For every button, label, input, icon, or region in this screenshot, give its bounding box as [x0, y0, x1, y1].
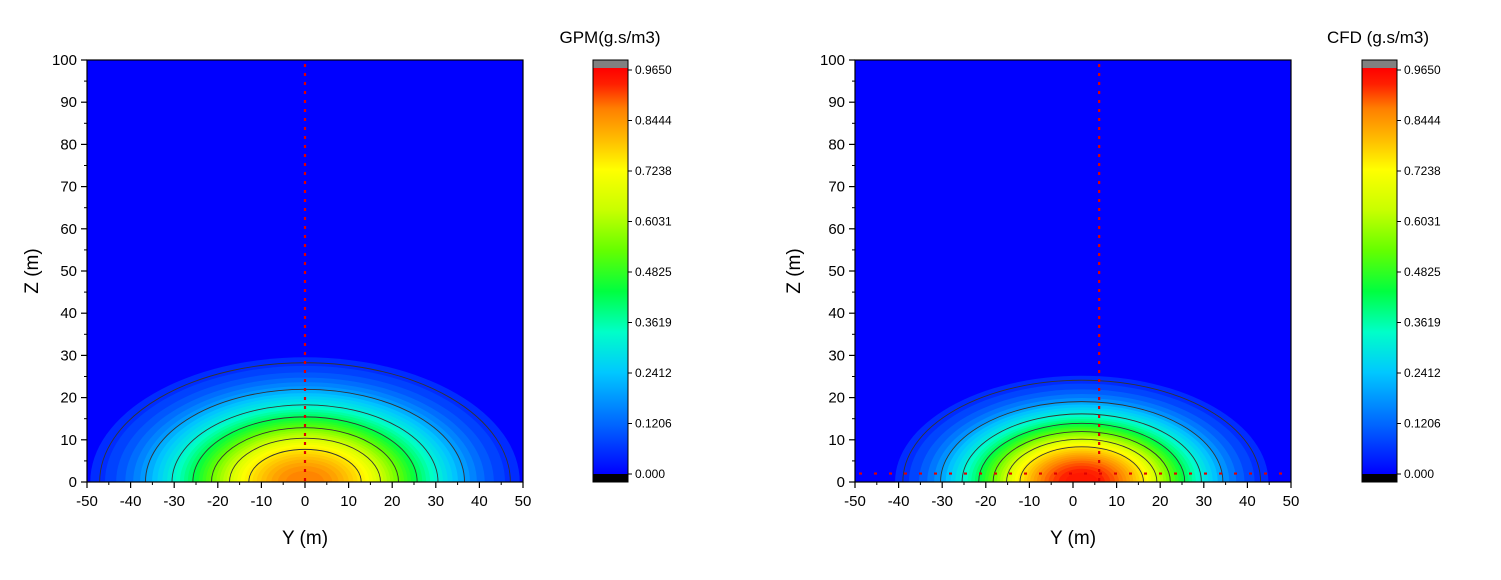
cfd-x-tick-label: 40	[1239, 493, 1256, 510]
cfd-y-tick-label: 50	[828, 263, 845, 280]
cfd-contour-line	[961, 413, 1202, 482]
cfd-y-tick-label: 80	[828, 136, 845, 153]
gpm-y-tick-label: 10	[60, 432, 77, 449]
cfd-x-tick-label: 10	[1108, 493, 1125, 510]
gpm-x-tick-label: 30	[427, 493, 444, 510]
cfd-plot-area: -50 -40 -30 -20 -10 0 10 20 30 40 50 0 10 20 30 40 50 60 7…	[820, 52, 1300, 510]
cfd-x-tick-label: -30	[931, 493, 953, 510]
gpm-x-axis-label: Y (m)	[282, 528, 328, 549]
cfd-x-tick-label: -50	[844, 493, 866, 510]
gpm-x-tick-label: 0	[301, 493, 309, 510]
cfd-colorbar-tick-label: 0.1206	[1404, 417, 1441, 431]
gpm-x-tick-label: 40	[471, 493, 488, 510]
cfd-y-tick-label: 10	[828, 432, 845, 449]
gpm-y-tick-label: 90	[60, 94, 77, 111]
gpm-y-tick-label: 20	[60, 390, 77, 407]
gpm-y-tick-label: 60	[60, 221, 77, 238]
cfd-contour-line	[1019, 446, 1144, 482]
cfd-y-tick-label: 0	[837, 474, 845, 491]
gpm-x-tick-label: 20	[384, 493, 401, 510]
cfd-chart: -50 -40 -30 -20 -10 0 10 20 30 40 50 0 10 20 30 40 50 60 7…	[784, 28, 1441, 549]
cfd-x-tick-label: 30	[1195, 493, 1212, 510]
cfd-y-axis-label: Z (m)	[784, 248, 805, 293]
gpm-y-tick-label: 0	[69, 474, 77, 491]
cfd-x-tick-label: -40	[888, 493, 910, 510]
gpm-y-tick-label: 40	[60, 305, 77, 322]
gpm-y-tick-label: 70	[60, 179, 77, 196]
cfd-x-tick-label: 50	[1283, 493, 1300, 510]
gpm-colorbar-frame	[592, 59, 629, 483]
cfd-colorbar: 0.9650 0.8444 0.7238 0.6031 0.4825 0.3619 0.24…	[1361, 59, 1441, 483]
cfd-colorbar-tick-label: 0.4825	[1404, 265, 1441, 279]
gpm-concentration-band	[285, 470, 325, 482]
gpm-colorbar-gradient	[593, 68, 628, 474]
gpm-colorbar-tick-label: 0.000	[635, 467, 665, 481]
cfd-colorbar-tick-label: 0.3619	[1404, 316, 1441, 330]
cfd-colorbar-over	[1362, 60, 1397, 68]
cfd-y-tick-label: 100	[820, 52, 845, 69]
gpm-x-tick-label: -50	[76, 493, 98, 510]
gpm-colorbar-tick-label: 0.7238	[635, 164, 672, 178]
cfd-colorbar-tick-label: 0.6031	[1404, 215, 1441, 229]
cfd-x-tick-label: -10	[1019, 493, 1041, 510]
gpm-x-tick-label: 10	[340, 493, 357, 510]
gpm-contour-line	[248, 448, 362, 482]
cfd-colorbar-tick-label: 0.000	[1404, 467, 1434, 481]
cfd-colorbar-gradient	[1362, 68, 1397, 474]
cfd-colorbar-tick-label: 0.7238	[1404, 164, 1441, 178]
gpm-chart: -50 -40 -30 -20 -10 0 10 20 30 40 50 0 10 20 30 40 50 60 7…	[22, 28, 672, 549]
cfd-concentration-band	[1065, 472, 1099, 482]
cfd-y-tick-label: 30	[828, 347, 845, 364]
cfd-contour-line	[1006, 438, 1158, 482]
cfd-x-tick-label: 20	[1152, 493, 1169, 510]
cfd-y-tick-label: 90	[828, 94, 845, 111]
cfd-x-tick-label: -20	[975, 493, 997, 510]
gpm-x-tick-label: 50	[515, 493, 532, 510]
cfd-x-tick-label: 0	[1069, 493, 1077, 510]
gpm-y-tick-label: 50	[60, 263, 77, 280]
cfd-colorbar-tick-label: 0.2412	[1404, 366, 1441, 380]
gpm-colorbar-tick-label: 0.2412	[635, 366, 672, 380]
gpm-x-tick-label: -10	[251, 493, 273, 510]
gpm-y-tick-label: 80	[60, 136, 77, 153]
gpm-colorbar-tick-label: 0.3619	[635, 316, 672, 330]
cfd-contour-line	[940, 401, 1224, 482]
gpm-colorbar-tick-label: 0.9650	[635, 63, 672, 77]
cfd-y-tick-label: 60	[828, 221, 845, 238]
cfd-y-tick-label: 20	[828, 390, 845, 407]
cfd-colorbar-frame	[1361, 59, 1398, 483]
cfd-x-axis-label: Y (m)	[1050, 528, 1096, 549]
cfd-colorbar-tick-label: 0.9650	[1404, 63, 1441, 77]
gpm-y-tick-label: 100	[52, 52, 77, 69]
cfd-contour-line	[902, 379, 1262, 482]
gpm-x-tick-label: -40	[120, 493, 142, 510]
gpm-plot-area: -50 -40 -30 -20 -10 0 10 20 30 40 50 0 10 20 30 40 50 60 7…	[52, 52, 532, 510]
cfd-colorbar-title: CFD (g.s/m3)	[1327, 28, 1429, 47]
gpm-colorbar-over	[593, 60, 628, 68]
gpm-x-tick-label: -20	[207, 493, 229, 510]
gpm-x-tick-label: -30	[163, 493, 185, 510]
gpm-colorbar-tick-label: 0.4825	[635, 265, 672, 279]
gpm-colorbar-tick-label: 0.8444	[635, 114, 672, 128]
gpm-colorbar: 0.9650 0.8444 0.7238 0.6031 0.4825 0.3619 0.24…	[592, 59, 672, 483]
cfd-colorbar-under	[1362, 474, 1397, 482]
gpm-colorbar-under	[593, 474, 628, 482]
gpm-contour-line	[229, 437, 381, 482]
gpm-colorbar-title: GPM(g.s/m3)	[559, 28, 660, 47]
cfd-y-tick-label: 70	[828, 179, 845, 196]
gpm-y-axis-label: Z (m)	[22, 248, 43, 293]
gpm-y-tick-label: 30	[60, 347, 77, 364]
cfd-y-tick-label: 40	[828, 305, 845, 322]
gpm-colorbar-tick-label: 0.1206	[635, 417, 672, 431]
gpm-contour-line	[211, 427, 399, 482]
gpm-colorbar-tick-label: 0.6031	[635, 215, 672, 229]
cfd-colorbar-tick-label: 0.8444	[1404, 114, 1441, 128]
